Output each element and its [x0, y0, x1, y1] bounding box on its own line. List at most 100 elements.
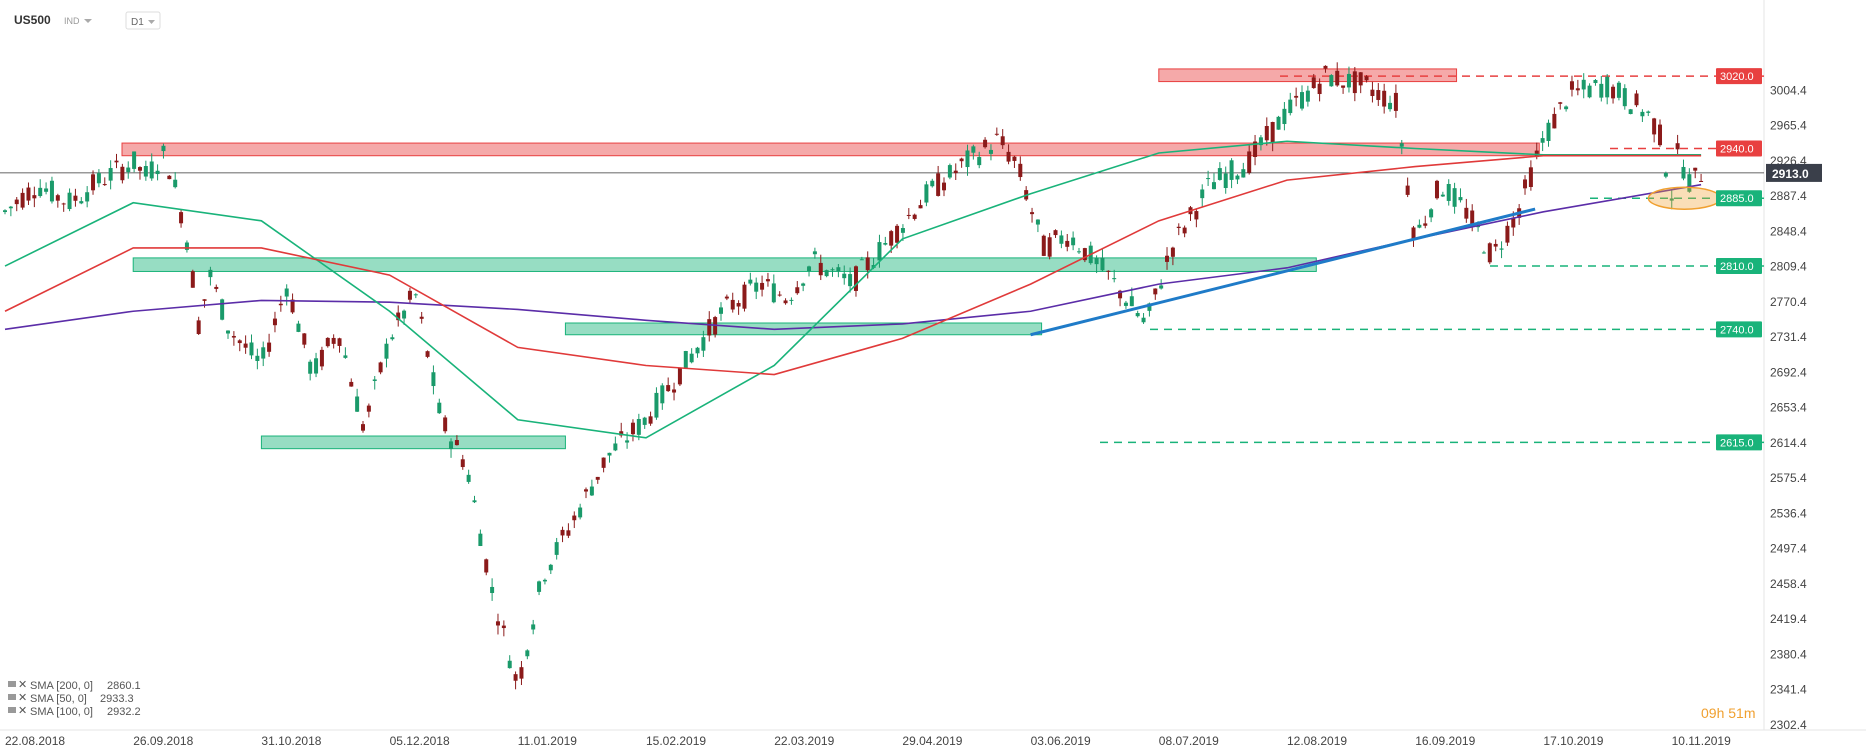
- candle-body: [349, 381, 354, 387]
- candle-body: [44, 188, 49, 192]
- candle-body: [683, 351, 688, 369]
- candle-body: [584, 489, 589, 492]
- candle-body: [366, 405, 371, 412]
- candle-body: [1082, 248, 1087, 261]
- price-tick: 2614.4: [1770, 436, 1807, 450]
- candle-body: [102, 184, 107, 186]
- candle-body: [947, 165, 952, 178]
- candle-body: [971, 146, 976, 153]
- candle-body: [1276, 116, 1281, 130]
- candle-body: [1652, 118, 1657, 135]
- candle-body: [1558, 102, 1563, 104]
- legend-settings-icon[interactable]: [8, 707, 16, 713]
- legend-settings-icon[interactable]: [8, 694, 16, 700]
- price-tick: 2536.4: [1770, 506, 1807, 520]
- candle-body: [61, 203, 66, 205]
- candle-body: [824, 270, 829, 277]
- candle-body: [1335, 70, 1340, 86]
- price-tick: 2380.4: [1770, 647, 1807, 661]
- candle-body: [49, 180, 54, 202]
- candle-body: [1270, 122, 1275, 143]
- candle-body: [73, 195, 78, 201]
- price-tick: 2887.4: [1770, 189, 1807, 203]
- candle-body: [607, 452, 612, 456]
- candle-body: [578, 507, 583, 518]
- candle-body: [1593, 80, 1598, 84]
- candle-body: [1235, 175, 1240, 180]
- candle-body: [372, 379, 377, 381]
- candle-body: [196, 320, 201, 335]
- candle-body: [267, 342, 272, 352]
- candle-body: [760, 282, 765, 290]
- candle-body: [1229, 160, 1234, 180]
- legend-item-sma200[interactable]: ✕ SMA [200, 0] 2860.1: [8, 679, 141, 692]
- candle-body: [777, 294, 782, 296]
- symbol-dropdown-icon[interactable]: [84, 19, 92, 23]
- candle-body: [501, 625, 506, 629]
- price-tick: 2575.4: [1770, 471, 1807, 485]
- candle-body: [1288, 99, 1293, 114]
- candle-body: [994, 133, 999, 135]
- legend-settings-icon[interactable]: [8, 681, 16, 687]
- candle-body: [601, 457, 606, 468]
- candle-body: [96, 173, 101, 184]
- candle-body: [67, 192, 72, 210]
- timeframe-selector[interactable]: [125, 11, 161, 30]
- candle-body: [818, 262, 823, 276]
- candle-body: [1528, 167, 1533, 187]
- level-tag-2885.0: [1716, 190, 1762, 207]
- candle-body: [718, 307, 723, 314]
- date-tick: 08.07.2019: [1159, 734, 1219, 748]
- candle-body: [396, 312, 401, 321]
- candle-body: [830, 269, 835, 271]
- level-tag-3020.0: [1716, 68, 1762, 85]
- legend-close-icon[interactable]: ✕: [18, 679, 27, 691]
- candle-body: [648, 416, 653, 424]
- legend-close-icon[interactable]: ✕: [18, 692, 27, 704]
- candle-body: [1440, 194, 1445, 197]
- candle-body: [654, 392, 659, 418]
- candle-body: [595, 476, 600, 480]
- candle-body: [472, 500, 477, 503]
- candle-body: [1076, 251, 1081, 253]
- candle-body: [848, 274, 853, 287]
- candle-body: [1341, 85, 1346, 88]
- candle-body: [507, 660, 512, 669]
- candle-body: [765, 279, 770, 282]
- current-price-text: 2913.0: [1772, 167, 1809, 181]
- candle-body: [1071, 237, 1076, 246]
- candle-body: [343, 355, 348, 358]
- candle-body: [38, 187, 43, 197]
- candle-body: [1481, 252, 1486, 254]
- candle-body: [1059, 235, 1064, 244]
- legend-item-sma100[interactable]: ✕ SMA [100, 0] 2932.2: [8, 705, 141, 718]
- candle-body: [425, 351, 430, 357]
- timeframe-dropdown-icon[interactable]: [148, 20, 155, 24]
- candle-body: [1305, 90, 1310, 102]
- legend-close-icon[interactable]: ✕: [18, 705, 27, 717]
- candle-body: [1176, 226, 1181, 229]
- indicator-legend: ✕ SMA [200, 0] 2860.1 ✕ SMA [50, 0] 2933…: [8, 679, 141, 718]
- candle-body: [179, 212, 184, 224]
- candle-body: [900, 228, 905, 233]
- sma-line: [4, 183, 1702, 331]
- candle-body: [261, 347, 266, 359]
- candle-body: [26, 187, 31, 201]
- candle-body: [1452, 188, 1457, 207]
- trendline: [1030, 207, 1536, 337]
- candle-body: [783, 300, 788, 304]
- legend-item-sma50[interactable]: ✕ SMA [50, 0] 2933.3: [8, 692, 134, 705]
- candle-body: [167, 175, 172, 180]
- candle-body: [953, 170, 958, 174]
- candle-body: [184, 242, 189, 250]
- level-tag-text: 3020.0: [1720, 71, 1754, 83]
- candle-body: [865, 257, 870, 271]
- candle-body: [1006, 151, 1011, 162]
- candle-body: [877, 242, 882, 261]
- candle-body: [889, 231, 894, 246]
- candle-body: [8, 206, 13, 209]
- candle-body: [1370, 89, 1375, 97]
- legend-label: SMA [200, 0]: [30, 680, 93, 692]
